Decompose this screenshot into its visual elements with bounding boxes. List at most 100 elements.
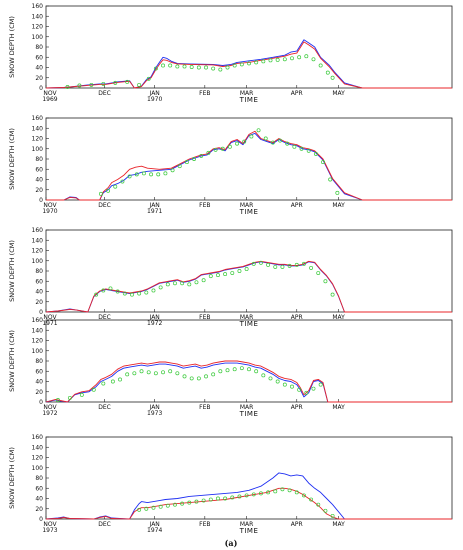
y-tick-label: 160 — [32, 317, 44, 324]
y-tick-label: 140 — [32, 13, 44, 20]
y-tick-label: 120 — [32, 24, 44, 31]
data-point — [153, 371, 158, 376]
y-tick-label: 0 — [39, 516, 43, 523]
data-point — [244, 267, 249, 271]
x-tick-label: MAR — [240, 521, 253, 528]
data-point — [125, 372, 130, 377]
data-point — [237, 494, 242, 499]
data-point — [325, 70, 330, 75]
series-red-line — [45, 260, 452, 313]
x-tick-label: FEB — [199, 90, 210, 97]
data-point — [247, 61, 251, 66]
y-tick-label: 40 — [35, 177, 43, 184]
x-tick-label: MAY — [332, 404, 345, 411]
data-point — [146, 76, 151, 81]
data-point — [201, 278, 206, 283]
data-point — [223, 272, 228, 277]
data-point — [304, 390, 309, 395]
data-point — [261, 373, 266, 378]
data-point — [297, 55, 302, 60]
data-point — [130, 292, 134, 297]
x-tick-label: MAR — [240, 202, 253, 209]
y-tick-label: 120 — [32, 248, 44, 255]
data-point — [321, 160, 325, 165]
y-tick-label: 20 — [35, 75, 43, 82]
y-tick-label: 140 — [32, 327, 44, 334]
data-point — [184, 160, 189, 165]
x-tick-label: DEC — [98, 404, 111, 411]
data-point — [151, 288, 156, 293]
data-point — [290, 56, 294, 61]
data-point — [199, 153, 204, 158]
series-red-line — [45, 41, 452, 89]
data-point — [256, 128, 261, 133]
y-tick-label: 20 — [35, 506, 43, 513]
data-point — [192, 157, 197, 161]
data-point — [282, 57, 287, 62]
y-tick-label: 160 — [32, 434, 44, 441]
data-point — [318, 382, 323, 387]
y-tick-label: 120 — [32, 136, 44, 143]
data-point — [101, 288, 106, 293]
data-point — [220, 146, 225, 151]
data-point — [137, 291, 142, 296]
data-point — [313, 151, 318, 156]
y-axis-label: SNOW DEPTH (CM) — [8, 128, 16, 190]
y-tick-label: 20 — [35, 187, 43, 194]
y-axis-label: SNOW DEPTH (CM) — [8, 240, 16, 302]
data-point — [161, 370, 165, 375]
x-tick-label: MAY — [332, 521, 345, 528]
x-tick-label: MAY — [332, 90, 345, 97]
data-point — [263, 136, 268, 141]
data-point — [175, 64, 180, 69]
data-point — [232, 63, 237, 68]
data-point — [266, 490, 271, 495]
data-point — [254, 369, 259, 374]
data-point — [137, 82, 142, 87]
data-point — [122, 291, 127, 296]
x-tick-label: DEC — [98, 521, 111, 528]
y-axis-label: SNOW DEPTH (CM) — [8, 447, 16, 509]
y-tick-label: 60 — [35, 485, 43, 492]
data-point — [309, 497, 314, 502]
y-tick-label: 100 — [32, 146, 44, 153]
x-tick-label: MAR — [240, 90, 253, 97]
data-point — [290, 384, 294, 389]
y-axis-label: SNOW DEPTH (CM) — [8, 16, 16, 78]
data-point — [101, 381, 106, 386]
data-point — [273, 264, 278, 269]
data-point — [158, 285, 163, 290]
series-red-line — [45, 360, 452, 403]
data-point — [165, 282, 170, 287]
data-point — [218, 67, 223, 72]
data-point — [258, 491, 263, 496]
data-point — [292, 144, 297, 149]
x-tick-label: NOV — [43, 314, 57, 321]
data-point — [282, 382, 287, 387]
data-point — [158, 504, 163, 509]
x-tick-label: JAN — [149, 404, 160, 411]
data-point — [242, 139, 247, 144]
y-tick-label: 0 — [39, 399, 43, 406]
data-point — [280, 487, 285, 492]
plot-frame — [45, 319, 453, 403]
data-point — [251, 492, 256, 497]
data-point — [196, 65, 201, 70]
series-green-observed-points — [55, 366, 323, 402]
data-point — [168, 369, 173, 374]
data-point — [330, 75, 335, 80]
data-point — [149, 172, 154, 177]
y-tick-label: 0 — [39, 197, 43, 204]
y-tick-label: 100 — [32, 34, 44, 41]
data-point — [144, 506, 149, 511]
x-tick-label: APR — [291, 202, 303, 209]
y-tick-label: 160 — [32, 3, 44, 10]
data-point — [156, 172, 161, 177]
data-point — [144, 290, 149, 295]
x-axis-label: TIME — [239, 320, 259, 328]
data-point — [323, 508, 328, 513]
